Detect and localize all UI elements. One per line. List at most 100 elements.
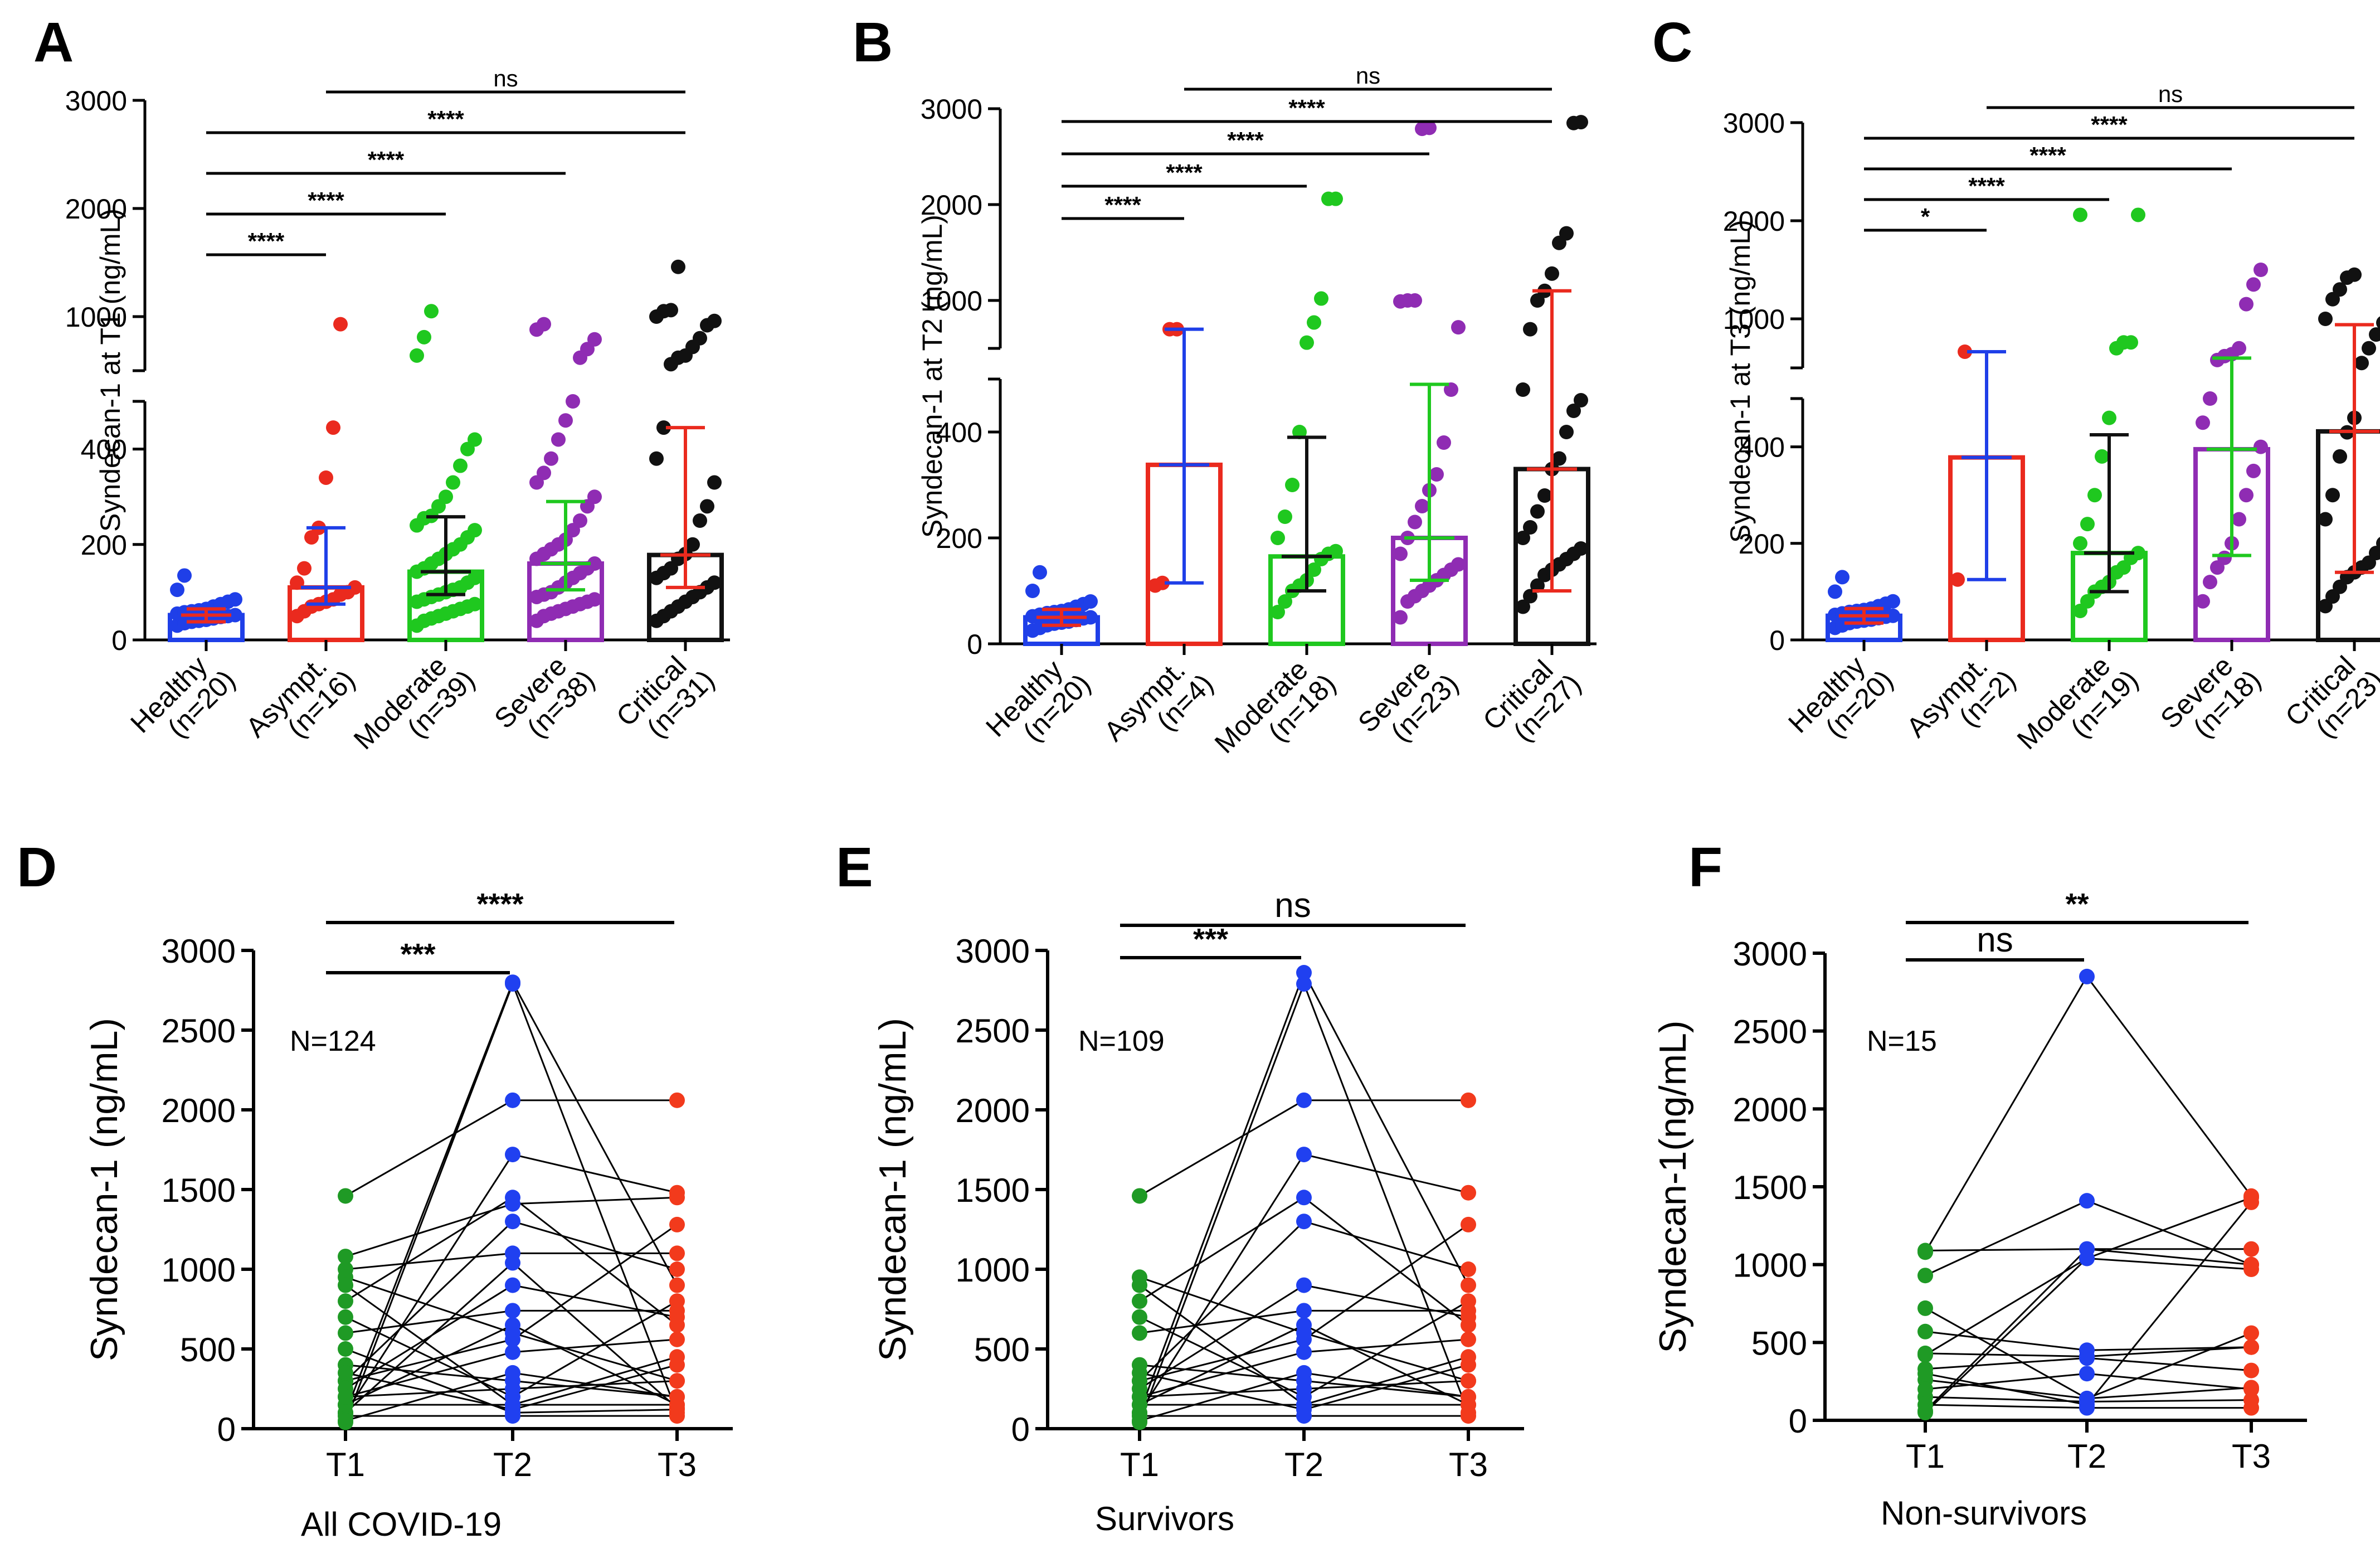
point-Severe <box>587 592 602 607</box>
y-tick-label: 2500 <box>162 1012 236 1050</box>
point-Critical <box>2369 327 2380 342</box>
point-Moderate <box>2073 207 2087 222</box>
y-tick-label: 2000 <box>1733 1091 1807 1128</box>
y-tick-label: 3000 <box>1733 935 1807 973</box>
point-Moderate <box>1307 562 1321 577</box>
point-Severe <box>1422 120 1437 135</box>
point-Healthy <box>228 592 242 607</box>
point-Moderate <box>410 348 424 363</box>
point-Critical <box>1574 541 1588 556</box>
significance-label: * <box>1921 203 1930 230</box>
point-T2 <box>505 1255 520 1271</box>
point-T2 <box>1296 1277 1312 1293</box>
point-T2 <box>2079 1397 2095 1413</box>
y-tick-label: 1000 <box>162 1251 236 1289</box>
point-T3 <box>1461 1357 1476 1373</box>
point-T1 <box>1917 1268 1933 1284</box>
point-Moderate <box>1285 478 1299 492</box>
point-Severe <box>544 451 558 466</box>
point-Asympt. <box>1950 572 1965 587</box>
y-tick-label: 1000 <box>65 302 127 333</box>
point-T2 <box>505 1092 520 1108</box>
point-T2 <box>505 1303 520 1319</box>
significance-label: **** <box>427 106 464 132</box>
point-T2 <box>1296 1401 1312 1418</box>
point-Critical <box>1516 382 1530 397</box>
chart-panel-C: 0 200 400 1000 2000 3000 Syndecan-1 at T3 (ng/… <box>1723 81 2380 755</box>
point-T2 <box>505 1381 520 1397</box>
point-T1 <box>1917 1405 1933 1421</box>
point-T1 <box>338 1341 353 1357</box>
y-tick-label: 1000 <box>921 285 982 317</box>
point-Critical <box>649 451 664 466</box>
point-Critical <box>671 259 685 274</box>
y-tick-label: 500 <box>974 1331 1030 1368</box>
point-Severe <box>587 556 602 571</box>
x-tick-label: T3 <box>2232 1438 2271 1475</box>
point-Severe <box>1429 467 1444 482</box>
point-T1 <box>338 1325 353 1341</box>
point-T1 <box>338 1277 353 1293</box>
panel-label-A: A <box>33 11 74 74</box>
point-Healthy <box>1886 608 1900 623</box>
y-tick-label: 200 <box>936 523 982 554</box>
point-T2 <box>1296 1344 1312 1360</box>
point-T1 <box>1132 1309 1147 1325</box>
y-tick-label: 2500 <box>1733 1013 1807 1051</box>
point-Healthy <box>1828 584 1842 599</box>
significance-label: ns <box>493 65 518 91</box>
point-Critical <box>1523 520 1537 535</box>
y-tick-label: 2000 <box>956 1092 1030 1129</box>
panel-label-F: F <box>1688 836 1722 899</box>
point-Healthy <box>1886 594 1900 609</box>
point-T1 <box>338 1293 353 1309</box>
point-Severe <box>2246 463 2261 478</box>
point-Moderate <box>2102 410 2116 425</box>
point-Critical <box>1559 226 1574 241</box>
significance-label: ns <box>1977 921 2013 959</box>
point-T3 <box>669 1277 685 1293</box>
point-T3 <box>1461 1216 1476 1232</box>
point-Critical <box>707 475 722 490</box>
point-Critical <box>1559 425 1574 439</box>
y-axis-label: Syndecan-1(ng/mL) <box>1652 1020 1694 1353</box>
point-Critical <box>693 331 707 346</box>
point-T3 <box>1461 1389 1476 1405</box>
point-Critical <box>2376 537 2380 550</box>
y-tick-label: 200 <box>1739 528 1785 560</box>
point-T2 <box>505 1147 520 1163</box>
point-Severe <box>2246 277 2261 292</box>
point-Moderate <box>1271 531 1285 545</box>
point-T2 <box>1296 1147 1312 1163</box>
point-Critical <box>2354 356 2369 371</box>
y-tick-label: 2000 <box>921 190 982 221</box>
y-tick-label: 400 <box>1739 432 1785 463</box>
point-T2 <box>1296 1190 1312 1206</box>
y-tick-label: 400 <box>936 417 982 448</box>
point-T1 <box>1132 1325 1147 1341</box>
point-Severe <box>573 513 587 528</box>
point-Critical <box>685 537 700 552</box>
sample-size-annotation: N=109 <box>1078 1025 1165 1057</box>
point-T3 <box>2243 1339 2259 1355</box>
point-Moderate <box>2073 536 2087 551</box>
point-T2 <box>1296 1331 1312 1347</box>
point-T1 <box>338 1249 353 1265</box>
point-T2 <box>505 1401 520 1418</box>
point-Severe <box>2232 341 2246 356</box>
point-T1 <box>1917 1381 1933 1397</box>
point-Critical <box>1523 322 1537 337</box>
point-T1 <box>1917 1366 1933 1382</box>
point-Critical <box>1566 404 1581 418</box>
significance-label: **** <box>248 228 285 254</box>
point-Healthy <box>1083 610 1098 625</box>
y-tick-label: 3000 <box>162 933 236 970</box>
point-Critical <box>2362 341 2376 356</box>
point-T3 <box>1461 1293 1476 1309</box>
point-T2 <box>1296 1381 1312 1397</box>
point-Severe <box>2203 575 2217 590</box>
point-T1 <box>1132 1293 1147 1309</box>
point-Critical <box>2325 488 2340 503</box>
point-T2 <box>505 1214 520 1230</box>
point-Healthy <box>1025 584 1040 598</box>
